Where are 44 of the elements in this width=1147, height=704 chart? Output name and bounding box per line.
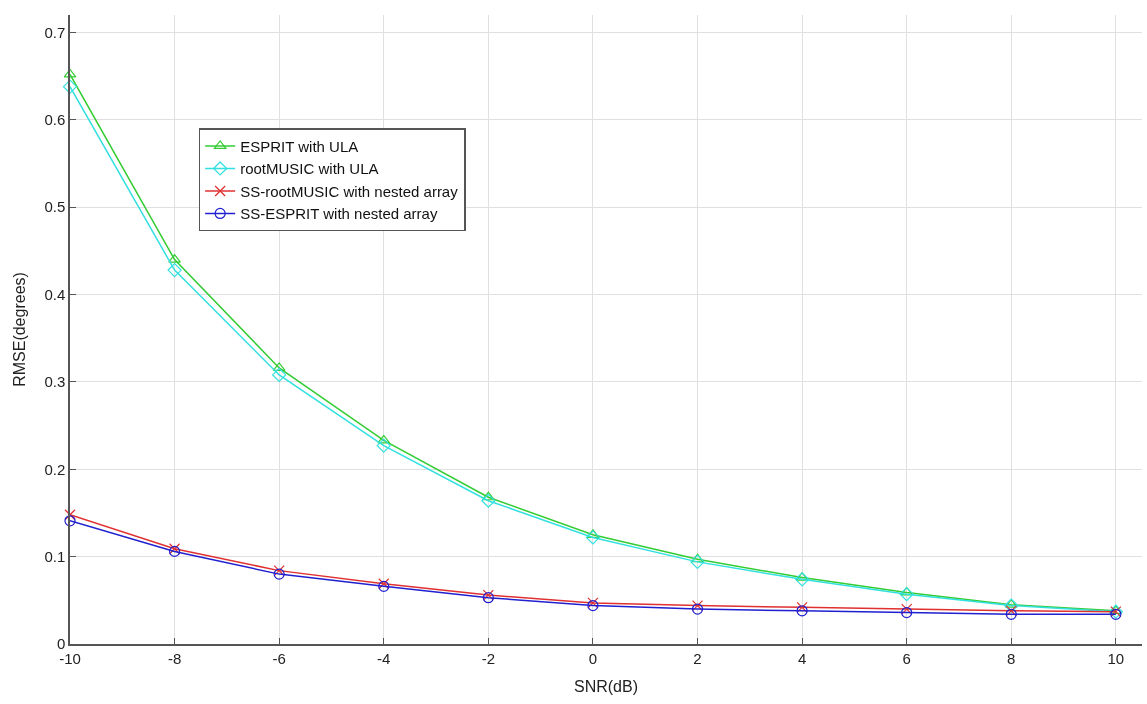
y-axis-title: RMSE(degrees) [10, 272, 28, 387]
legend-label: ESPRIT with ULA [240, 137, 359, 155]
point [62, 79, 78, 94]
legend-label: SS-rootMUSIC with nested array [240, 182, 459, 200]
point [376, 438, 391, 453]
point [691, 603, 704, 615]
point [63, 68, 77, 78]
x-tick-label: -2 [481, 649, 496, 667]
point [899, 587, 914, 602]
x-tick-label: 2 [693, 649, 702, 667]
point [901, 603, 913, 615]
legend-label: SS-ESPRIT with nested array [240, 205, 438, 223]
x-axis-title: SNR(dB) [573, 677, 639, 695]
point [272, 367, 287, 383]
x-tick-label: -6 [272, 649, 286, 667]
x-tick-label: -4 [377, 649, 391, 667]
point [167, 262, 182, 278]
y-tick-label: 0.2 [44, 460, 66, 478]
point [64, 515, 76, 527]
point [64, 509, 76, 521]
y-tick-label: 0.7 [44, 23, 66, 41]
legend-label: rootMUSIC with ULA [240, 160, 379, 178]
x-tick-label: -8 [167, 649, 182, 667]
point [585, 530, 601, 545]
point [796, 601, 808, 613]
x-tick-label: 8 [1007, 649, 1016, 667]
x-tick-label: 4 [797, 649, 807, 667]
x-tick-label: 10 [1107, 649, 1125, 667]
x-tick-label: 6 [902, 649, 911, 667]
point [272, 362, 286, 372]
point [901, 606, 913, 619]
y-tick-label: 0.1 [44, 547, 66, 565]
point [796, 605, 808, 617]
y-tick-label: 0.3 [44, 373, 66, 391]
y-tick-label: 0.6 [44, 111, 66, 129]
point [795, 572, 810, 587]
point [900, 586, 914, 596]
y-tick-label: 0.4 [44, 285, 66, 303]
point [481, 493, 496, 508]
x-tick-label: 0 [588, 649, 598, 667]
point [690, 554, 705, 569]
point [377, 434, 391, 444]
point [1004, 598, 1019, 613]
y-tick-label: 0.5 [44, 198, 66, 216]
